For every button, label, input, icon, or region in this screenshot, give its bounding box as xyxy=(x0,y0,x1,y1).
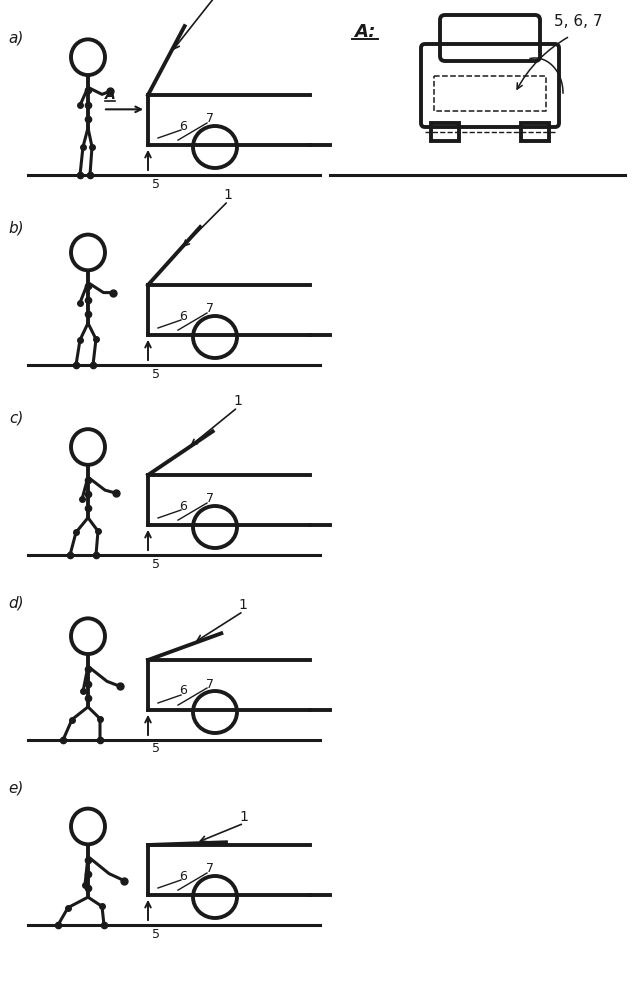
Text: 5: 5 xyxy=(152,742,160,756)
Text: 5: 5 xyxy=(152,178,160,190)
Text: 5: 5 xyxy=(152,558,160,570)
Text: 1: 1 xyxy=(240,810,248,824)
Text: 5, 6, 7: 5, 6, 7 xyxy=(554,14,602,29)
Text: 1: 1 xyxy=(224,188,233,202)
Text: 7: 7 xyxy=(206,302,214,316)
Text: 6: 6 xyxy=(179,869,187,882)
Text: A: A xyxy=(105,88,116,102)
Text: 6: 6 xyxy=(179,310,187,322)
Text: e): e) xyxy=(8,780,23,796)
Text: 7: 7 xyxy=(206,492,214,506)
Text: a): a) xyxy=(8,30,23,45)
Text: d): d) xyxy=(8,595,24,610)
Text: b): b) xyxy=(8,221,24,235)
Text: 6: 6 xyxy=(179,119,187,132)
Text: 7: 7 xyxy=(206,112,214,125)
Text: 6: 6 xyxy=(179,499,187,512)
Text: 6: 6 xyxy=(179,684,187,698)
Text: 1: 1 xyxy=(239,598,248,612)
Text: 5: 5 xyxy=(152,367,160,380)
Text: 5: 5 xyxy=(152,928,160,940)
Text: 7: 7 xyxy=(206,678,214,690)
Bar xyxy=(521,123,549,141)
Text: 1: 1 xyxy=(233,394,242,408)
Bar xyxy=(431,123,459,141)
Text: c): c) xyxy=(9,410,23,426)
Text: A:: A: xyxy=(355,23,376,41)
Text: 7: 7 xyxy=(206,862,214,876)
